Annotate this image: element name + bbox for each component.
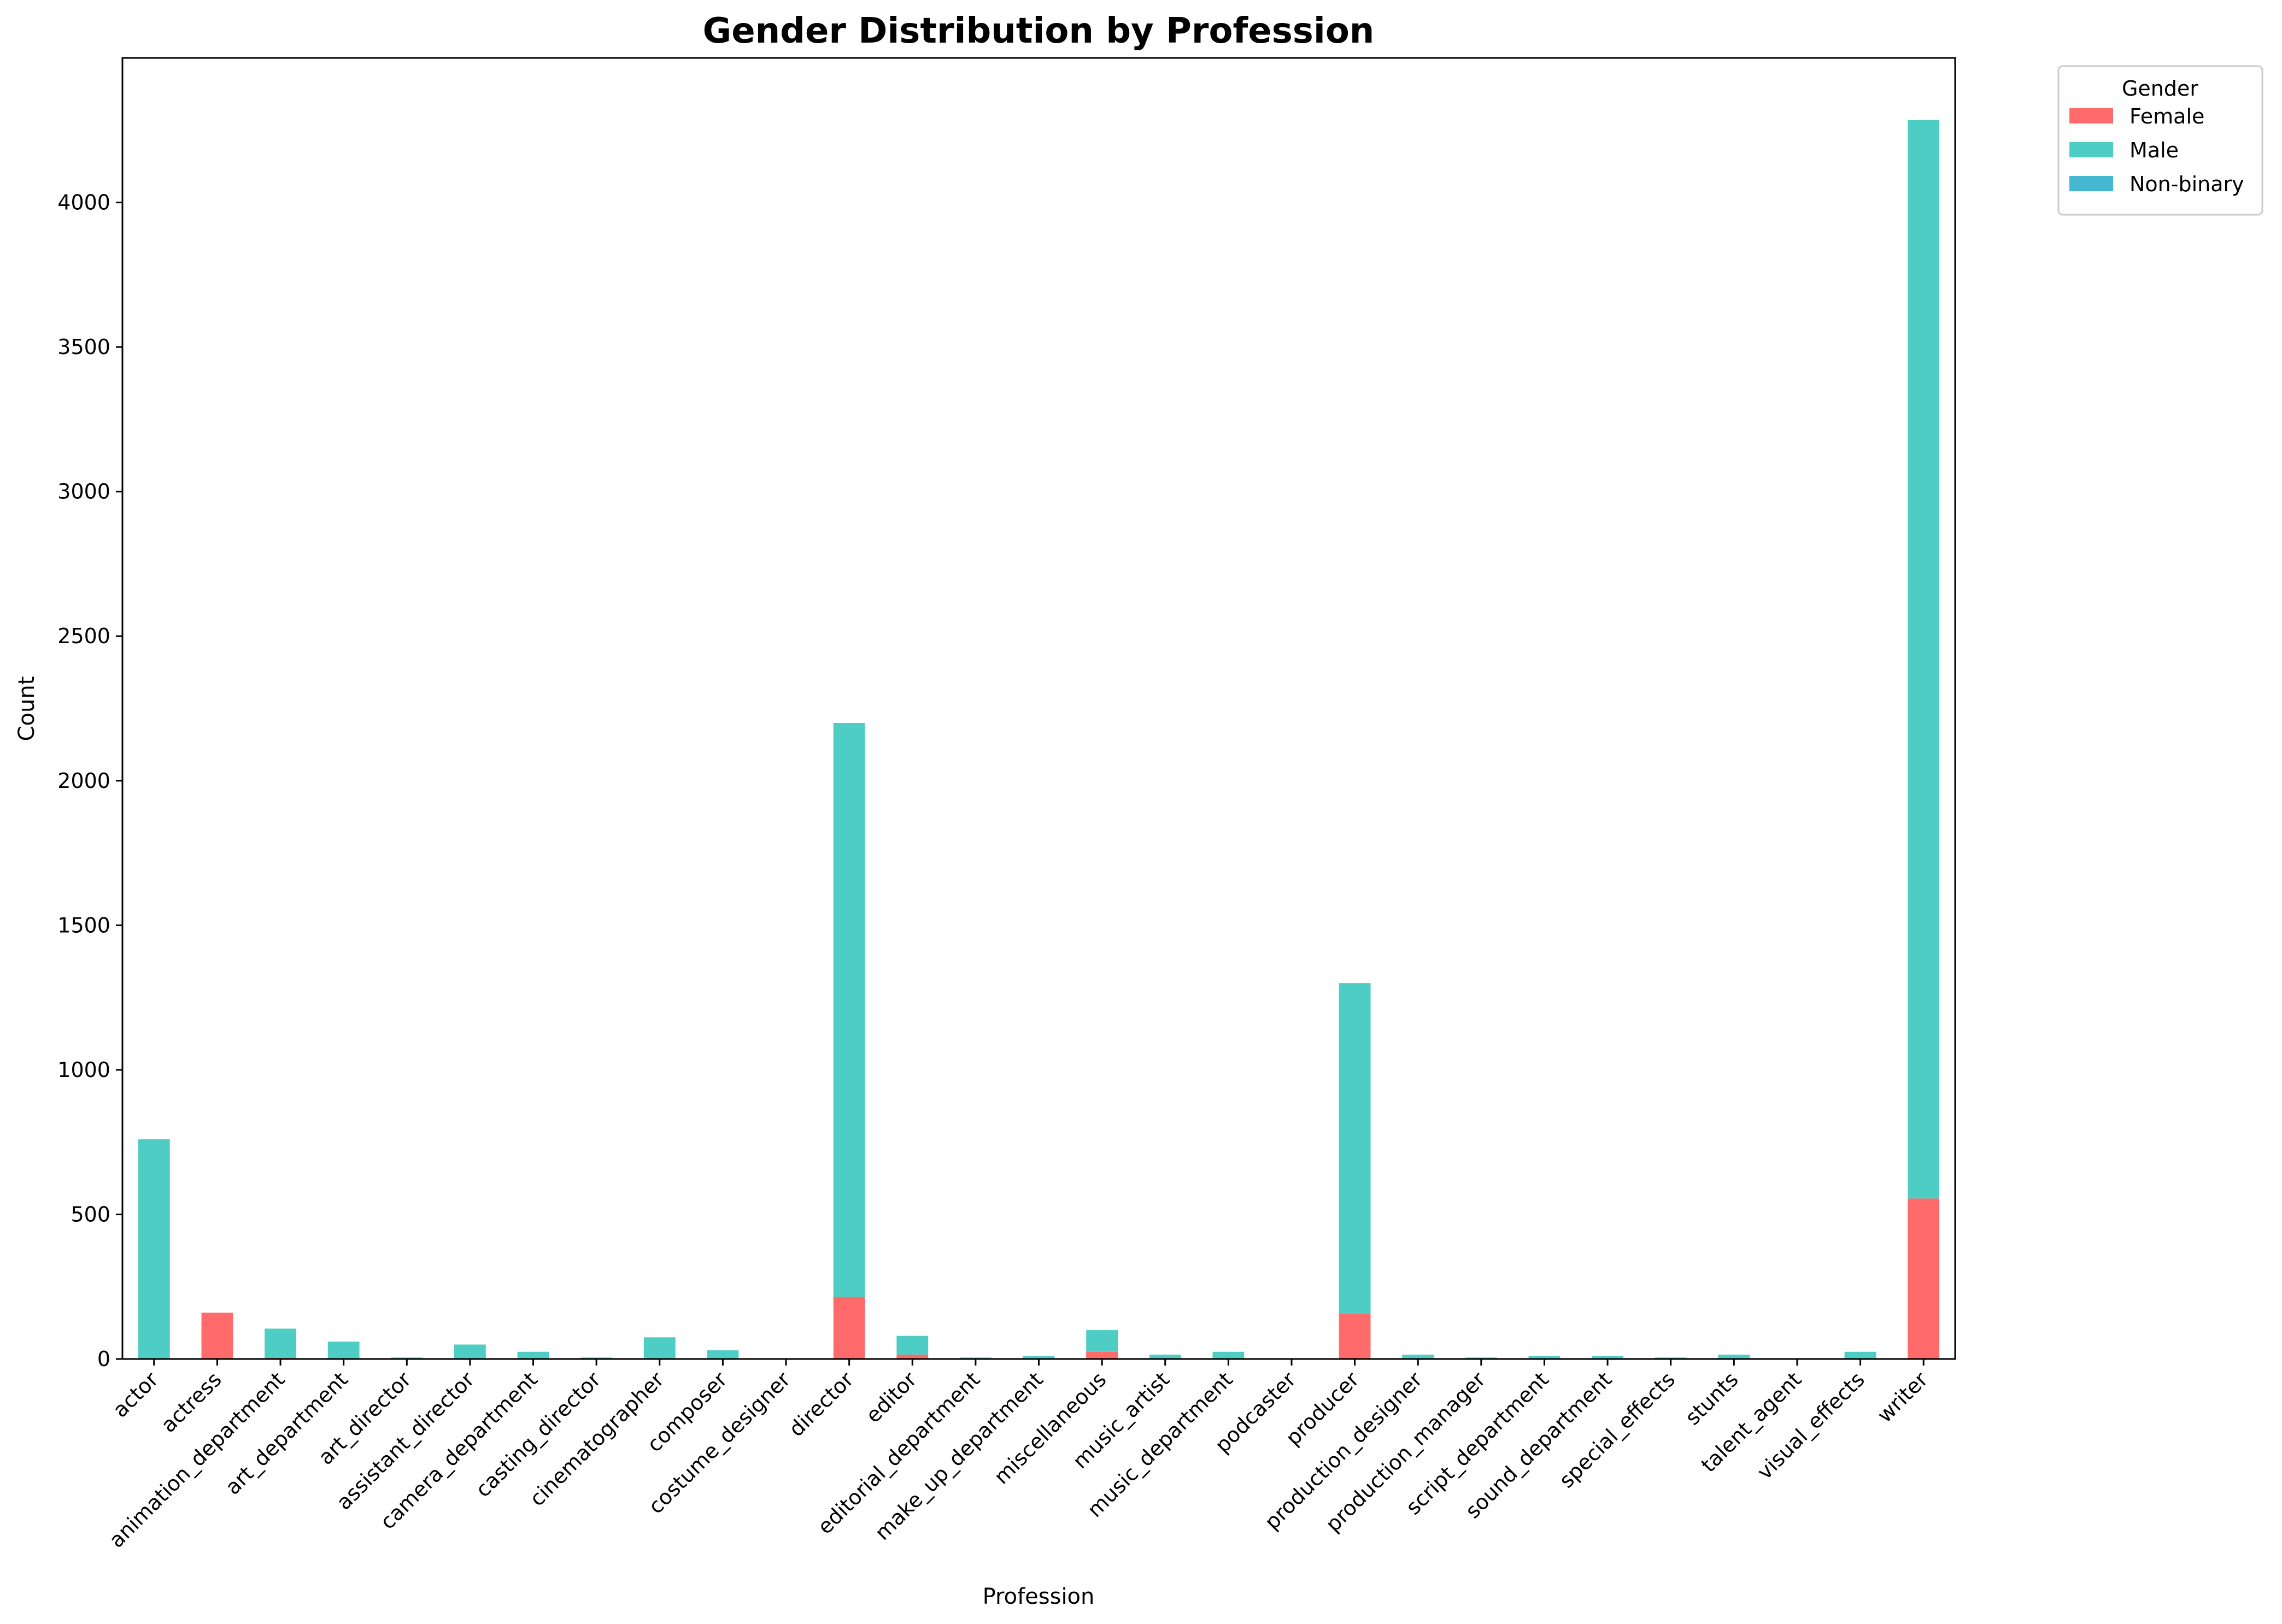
bar-male-music_department <box>1212 1351 1245 1359</box>
x-tick-label: actor <box>108 1367 163 1422</box>
bar-male-production_designer <box>1402 1355 1434 1359</box>
plot-frame <box>121 57 1956 1360</box>
y-tick-label: 0 <box>97 1347 110 1371</box>
x-tick-label: writer <box>1873 1367 1933 1427</box>
bar-male-editor <box>896 1335 929 1355</box>
bar-male-composer <box>707 1350 739 1359</box>
legend: Gender Female Male Non-binary <box>2057 65 2263 216</box>
legend-items: Female Male Non-binary <box>2069 104 2244 196</box>
bar-male-director <box>833 722 865 1297</box>
bars-layer <box>138 120 1940 1359</box>
bar-female-producer <box>1339 1314 1371 1359</box>
bar-male-animation_department <box>265 1328 296 1358</box>
bar-male-miscellaneous <box>1086 1330 1118 1352</box>
bar-male-art_department <box>327 1341 360 1359</box>
bar-male-cinematographer <box>643 1337 676 1359</box>
x-axis: actoractressanimation_departmentart_depa… <box>104 1359 1933 1552</box>
y-axis-label: Count <box>14 676 39 742</box>
bar-female-editor <box>896 1355 929 1359</box>
legend-swatch-male <box>2069 142 2113 157</box>
x-tick-label: miscellaneous <box>989 1367 1111 1488</box>
bar-female-miscellaneous <box>1086 1351 1118 1359</box>
y-tick-label: 3000 <box>57 480 110 504</box>
bar-male-producer <box>1339 983 1371 1314</box>
bar-male-writer <box>1908 120 1940 1199</box>
y-tick-label: 1000 <box>57 1058 110 1082</box>
bar-female-director <box>833 1297 865 1359</box>
x-tick-label: stunts <box>1680 1367 1743 1429</box>
legend-title: Gender <box>2122 77 2198 101</box>
chart-title: Gender Distribution by Profession <box>703 11 1375 51</box>
y-tick-label: 2500 <box>57 624 110 648</box>
y-tick-label: 500 <box>71 1202 110 1226</box>
legend-swatch-female <box>2069 108 2113 123</box>
x-axis-label: Profession <box>983 1584 1095 1609</box>
x-tick-label: director <box>784 1367 859 1441</box>
y-tick-label: 2000 <box>57 769 110 793</box>
bar-male-music_artist <box>1149 1355 1181 1359</box>
y-tick-label: 1500 <box>57 913 110 937</box>
x-tick-label: visual_effects <box>1752 1367 1869 1484</box>
bar-male-script_department <box>1528 1356 1561 1359</box>
y-tick-label: 4000 <box>57 191 110 215</box>
bar-male-visual_effects <box>1844 1351 1876 1359</box>
bar-male-actor <box>138 1139 170 1359</box>
x-tick-label: editor <box>861 1367 921 1427</box>
legend-label-non-binary: Non-binary <box>2130 172 2244 196</box>
y-tick-label: 3500 <box>57 335 110 359</box>
bar-female-actress <box>201 1313 233 1359</box>
bar-male-assistant_director <box>454 1344 486 1359</box>
bar-male-stunts <box>1718 1355 1750 1359</box>
bar-male-camera_department <box>517 1351 549 1359</box>
x-tick-label: special_effects <box>1554 1367 1680 1492</box>
legend-label-male: Male <box>2130 138 2179 162</box>
legend-label-female: Female <box>2130 104 2204 128</box>
legend-swatch-non-binary <box>2069 176 2113 191</box>
bar-female-writer <box>1908 1198 1940 1359</box>
y-axis: 0 500 1000 1500 2000 2500 3000 3500 4000 <box>57 191 122 1371</box>
bar-male-sound_department <box>1592 1356 1623 1359</box>
bar-male-make_up_department <box>1023 1356 1055 1359</box>
